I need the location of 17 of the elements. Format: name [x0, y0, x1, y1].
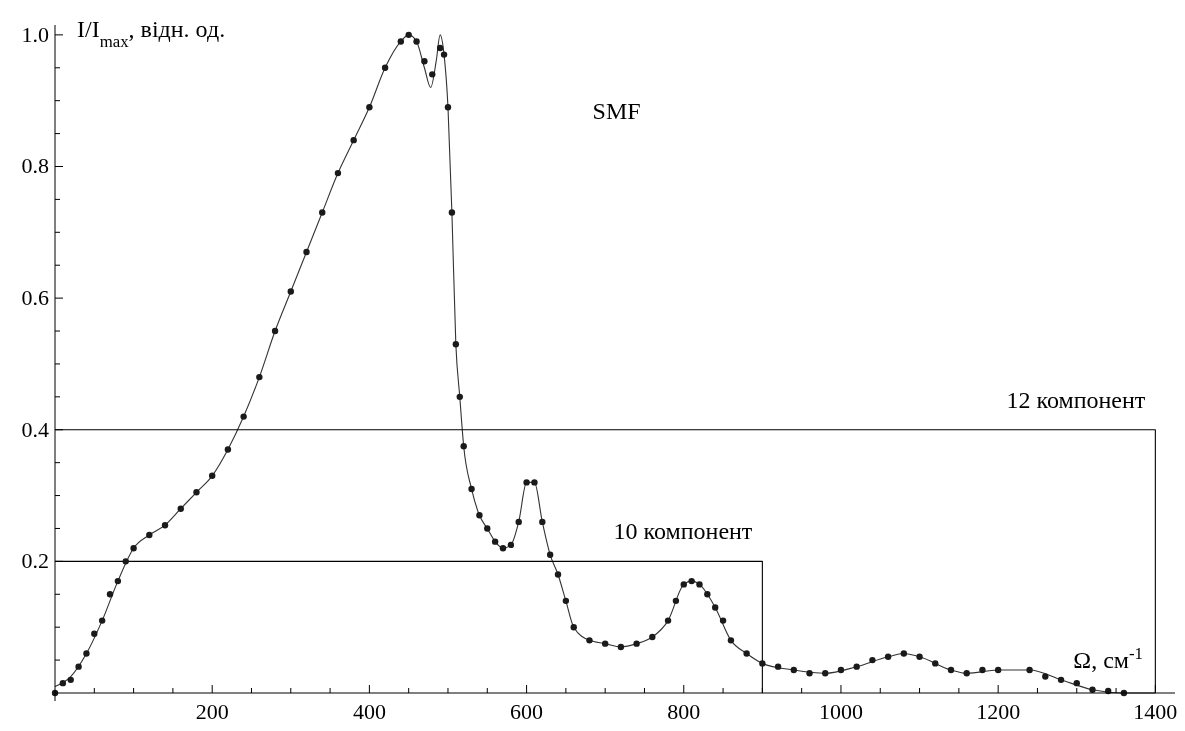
x-tick-label: 600 [510, 699, 544, 724]
y-axis-title: I/I$_{max}$, відн. од. [77, 16, 226, 51]
x-tick-label: 1200 [976, 699, 1021, 724]
y-tick-label: 0.6 [21, 285, 49, 311]
annotation: SMF [592, 97, 641, 124]
series-label: 10 компонент [613, 518, 753, 545]
y-tick-label: 1.0 [21, 21, 49, 47]
series-label: 12 компонент [1006, 386, 1146, 413]
x-tick-label: 400 [352, 699, 386, 724]
x-tick-label: 1400 [1133, 699, 1178, 724]
x-tick-label: 1000 [818, 699, 863, 724]
y-tick-label: 0.8 [21, 153, 49, 179]
x-axis-title: Ω, см$^{-1}$ [1073, 643, 1143, 673]
y-tick-label: 0.4 [21, 416, 49, 442]
x-tick-label: 200 [195, 699, 229, 724]
y-tick-label: 0.2 [21, 548, 49, 574]
x-tick-label: 800 [667, 699, 701, 724]
